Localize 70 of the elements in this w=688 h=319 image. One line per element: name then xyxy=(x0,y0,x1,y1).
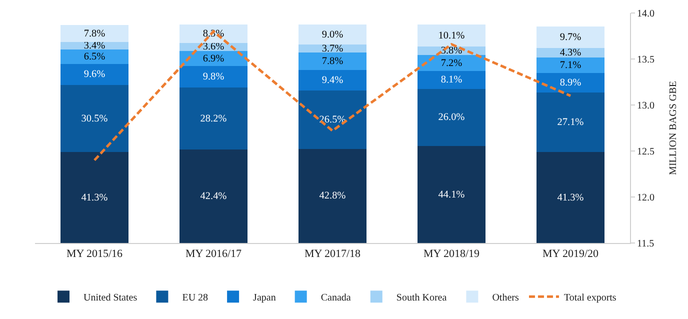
bar xyxy=(60,85,128,152)
data-label: 6.5% xyxy=(84,52,106,63)
data-label: 8.9% xyxy=(560,77,582,88)
data-label: 7.8% xyxy=(84,28,106,40)
data-label: 9.7% xyxy=(560,32,582,43)
bar xyxy=(418,70,486,89)
y2-tick-label: 13.0 xyxy=(637,100,654,112)
bar xyxy=(536,72,604,92)
legend-label: Others xyxy=(492,292,519,304)
data-label: 27.1% xyxy=(557,117,584,128)
data-label: 28.2% xyxy=(200,113,228,124)
bar xyxy=(418,88,486,146)
bar xyxy=(60,64,128,86)
bar xyxy=(298,52,366,70)
data-label: 3.4% xyxy=(84,40,106,52)
y2-tick-label: 12.0 xyxy=(637,192,654,204)
data-label: 9.0% xyxy=(322,29,344,40)
data-label: 9.8% xyxy=(202,72,225,83)
bar xyxy=(298,90,366,149)
x-tick-label: MY 2018/19 xyxy=(423,248,480,260)
legend-label: EU 28 xyxy=(182,292,208,304)
data-label: 30.5% xyxy=(81,113,108,124)
legend-label: United States xyxy=(84,292,138,304)
y2-tick-label: 14.0 xyxy=(637,8,654,20)
data-label: 41.3% xyxy=(557,192,584,204)
bar xyxy=(418,55,486,71)
data-label: 44.1% xyxy=(438,189,466,200)
data-label: 8.1% xyxy=(440,74,463,86)
bar xyxy=(180,88,248,150)
bar xyxy=(180,66,248,88)
x-tick-label: MY 2019/20 xyxy=(542,248,600,260)
y2-tick-label: 13.5 xyxy=(637,54,654,66)
bar xyxy=(298,24,366,45)
data-label: 9.6% xyxy=(84,69,106,80)
bar xyxy=(60,24,128,42)
y2-axis-title: MILLION BAGS GBE xyxy=(668,81,679,175)
bar xyxy=(60,152,128,243)
data-label: 42.4% xyxy=(200,191,228,202)
bar xyxy=(298,148,366,243)
bar xyxy=(298,70,366,91)
data-label: 26.0% xyxy=(438,112,466,124)
legend-label: Total exports xyxy=(564,292,616,304)
bar xyxy=(536,57,604,73)
data-label: 9.4% xyxy=(322,74,344,86)
bar xyxy=(536,48,604,58)
legend-label: South Korea xyxy=(396,292,448,304)
data-label: 41.3% xyxy=(81,192,108,204)
y2-tick-label: 11.5 xyxy=(637,238,654,250)
data-label: 42.8% xyxy=(319,190,346,202)
bar xyxy=(536,92,604,152)
y2-tick-label: 12.5 xyxy=(637,146,654,158)
data-label: 7.1% xyxy=(560,60,582,71)
bar xyxy=(536,152,604,243)
data-label: 6.9% xyxy=(202,53,225,64)
data-label: 3.6% xyxy=(202,42,225,53)
legend-label: Japan xyxy=(253,292,276,304)
data-label: 10.1% xyxy=(438,30,466,42)
x-tick-label: MY 2016/17 xyxy=(185,248,242,260)
data-label: 3.7% xyxy=(322,43,344,54)
bar xyxy=(180,150,248,243)
x-tick-label: MY 2017/18 xyxy=(304,248,362,260)
data-label: 7.2% xyxy=(440,58,463,69)
bar xyxy=(418,24,486,47)
legend-label: Canada xyxy=(320,292,352,304)
x-tick-label: MY 2015/16 xyxy=(66,248,124,260)
bar xyxy=(536,26,604,48)
bar xyxy=(418,146,486,243)
data-label: 4.3% xyxy=(560,47,582,58)
bar xyxy=(60,50,128,64)
data-label: 7.8% xyxy=(322,56,344,68)
